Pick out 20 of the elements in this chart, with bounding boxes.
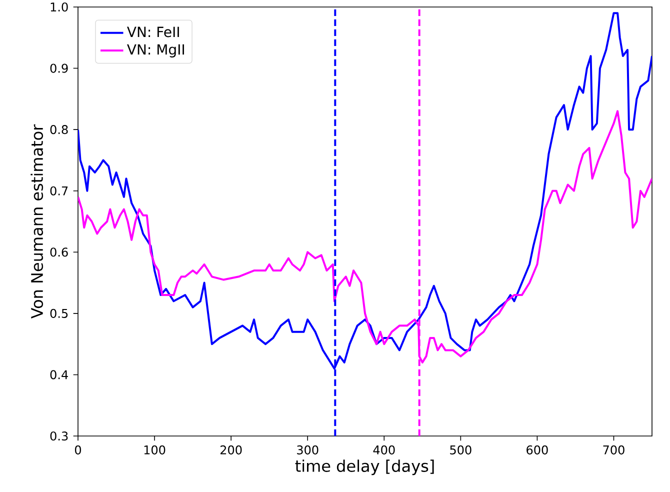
x-tick-label: 600 — [526, 445, 548, 454]
y-tick-label: 0.8 — [50, 125, 68, 134]
legend-label: VN: FeII — [127, 26, 179, 38]
y-tick-label: 0.6 — [50, 248, 68, 257]
y-tick-label: 0.4 — [50, 370, 68, 380]
x-tick-label: 300 — [297, 445, 318, 454]
y-tick-label: 0.7 — [50, 186, 68, 196]
x-tick-label: 700 — [603, 445, 624, 454]
y-tick-label: 1.0 — [50, 2, 68, 12]
legend-label: VN: MgII — [127, 44, 184, 58]
x-tick-label: 400 — [373, 445, 395, 454]
y-tick-label: 0.9 — [50, 64, 68, 73]
y-tick-label: 0.3 — [50, 431, 68, 441]
y-tick-label: 0.5 — [50, 308, 68, 318]
x-tick-label: 100 — [144, 445, 166, 454]
x-tick-label: 0 — [74, 445, 82, 454]
x-axis-title: time delay [days] — [295, 460, 434, 476]
x-tick-label: 500 — [450, 445, 472, 454]
x-tick-label: 200 — [220, 445, 242, 454]
y-axis-title: Von Neumann estimator — [30, 124, 44, 319]
